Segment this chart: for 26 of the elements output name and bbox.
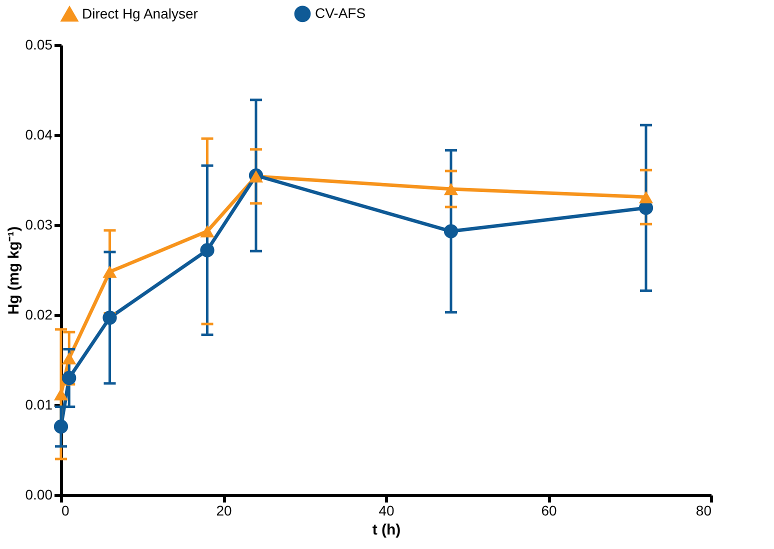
point [444, 224, 458, 238]
x-tick-label: 0 [62, 502, 70, 518]
point [200, 243, 214, 258]
legend-label: Direct Hg Analyser [82, 5, 198, 22]
y-tick-label: 0.00 [25, 486, 53, 502]
x-axis-title: t (h) [372, 522, 401, 538]
y-tick-label: 0.05 [25, 36, 53, 52]
point [102, 310, 117, 325]
point [62, 352, 76, 364]
y-tick-label: 0.02 [25, 306, 53, 322]
point [200, 225, 214, 238]
y-tick-label: 0.04 [25, 126, 53, 142]
x-tick-label: 60 [541, 502, 557, 518]
x-tick-label: 20 [216, 502, 232, 518]
x-tick-label: 40 [378, 502, 394, 518]
x-tick-label: 80 [696, 502, 712, 518]
point [102, 266, 117, 278]
point [638, 190, 654, 204]
y-tick-label: 0.03 [25, 216, 53, 232]
legend-label: CV-AFS [315, 4, 366, 21]
point [54, 420, 68, 434]
y-axis-title: Hg (mg kg⁻¹) [5, 226, 22, 315]
point [54, 388, 68, 400]
point [444, 182, 458, 196]
point [62, 370, 76, 386]
y-tick-label: 0.01 [25, 396, 53, 412]
